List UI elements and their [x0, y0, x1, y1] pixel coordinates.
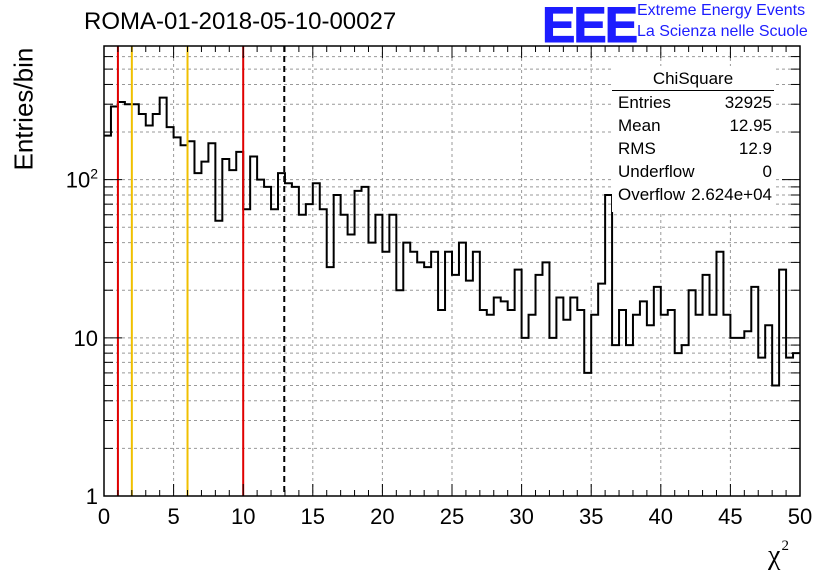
y-tick-label: 1: [86, 484, 98, 509]
x-tick-label: 40: [649, 504, 673, 529]
stats-row: Mean 12.95: [618, 116, 772, 138]
x-tick-label: 30: [509, 504, 533, 529]
stats-value: 32925: [724, 93, 772, 112]
stats-key: RMS: [618, 139, 656, 158]
plot-title: ROMA-01-2018-05-10-00027: [84, 8, 397, 35]
stats-row: Overflow 2.624e+04: [618, 185, 772, 207]
y-tick-label: 10: [74, 326, 98, 351]
stats-row: Entries 32925: [618, 93, 772, 115]
stats-key: Underflow: [618, 162, 695, 181]
stats-value: 12.95: [729, 116, 772, 135]
x-tick-label: 50: [788, 504, 812, 529]
y-tick-label: 102: [66, 166, 98, 193]
eee-logo-mark: EEE: [541, 0, 638, 54]
x-tick-label: 45: [718, 504, 742, 529]
x-tick-label: 35: [579, 504, 603, 529]
stats-value: 12.9: [738, 139, 772, 158]
x-tick-label: 20: [370, 504, 394, 529]
stats-value: 2.624e+04: [691, 185, 772, 204]
x-tick-label: 25: [440, 504, 464, 529]
stats-row: Underflow 0: [618, 162, 772, 184]
stats-value: 0: [762, 162, 772, 181]
stats-key: Entries: [618, 93, 671, 112]
stats-box: ChiSquare Entries 32925 Mean 12.95 RMS 1…: [612, 66, 774, 212]
stats-key: Overflow: [618, 185, 686, 204]
stats-title: ChiSquare: [652, 69, 734, 88]
y-axis-label: Entries/bin: [8, 47, 39, 171]
x-tick-label: 10: [231, 504, 255, 529]
stats-key: Mean: [618, 116, 661, 135]
stats-divider: [612, 90, 774, 91]
histogram-series: [104, 96, 800, 387]
x-tick-label: 5: [167, 504, 179, 529]
eee-logo-line2: La Scienza nelle Scuole: [637, 23, 808, 40]
x-axis-label: χ2: [768, 538, 789, 571]
eee-logo-line1: Extreme Energy Events: [637, 2, 806, 19]
x-tick-label: 0: [98, 504, 110, 529]
stats-row: RMS 12.9: [618, 139, 772, 161]
x-tick-label: 15: [301, 504, 325, 529]
